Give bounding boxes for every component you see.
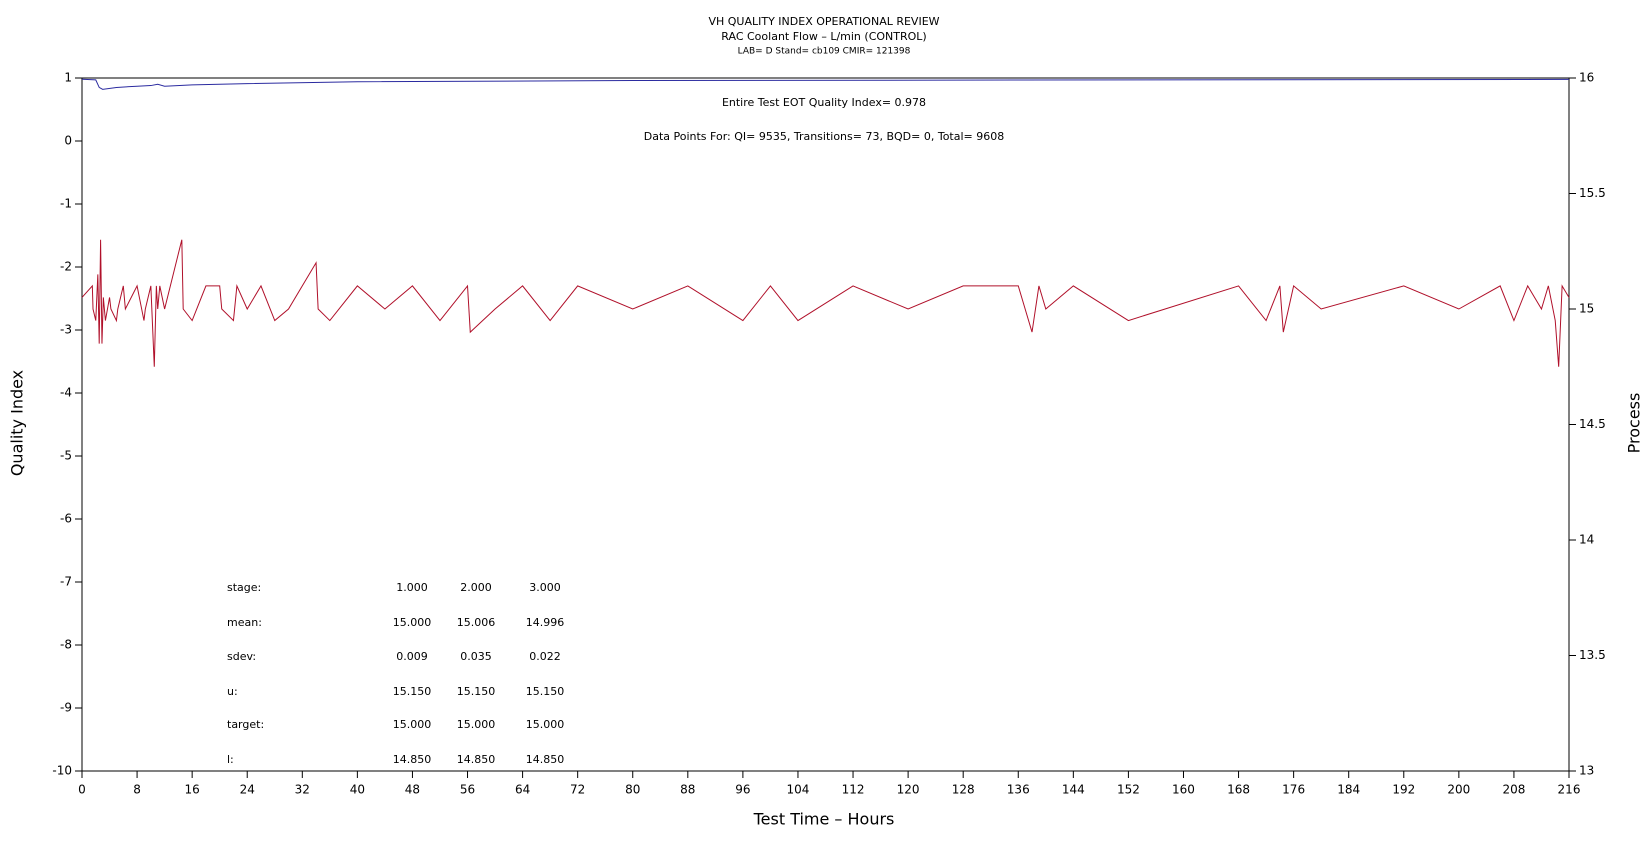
x-tick-label: 40 [350, 783, 365, 797]
x-tick-label: 104 [787, 783, 810, 797]
y-tick-label: -10 [52, 764, 72, 778]
y2-tick-label: 13.5 [1579, 648, 1606, 662]
stats-value: 15.150 [526, 685, 565, 698]
annotation: Entire Test EOT Quality Index= 0.978 [722, 96, 926, 109]
y2-tick-label: 16 [1579, 71, 1594, 85]
x-tick-label: 208 [1502, 783, 1525, 797]
x-tick-label: 144 [1062, 783, 1085, 797]
x-tick-label: 72 [570, 783, 585, 797]
x-tick-label: 24 [240, 783, 255, 797]
y-tick-label: -9 [60, 701, 72, 715]
stats-value: 15.150 [393, 685, 432, 698]
y-tick-label: -1 [60, 197, 72, 211]
x-tick-label: 200 [1447, 783, 1470, 797]
stats-value: 14.850 [393, 753, 432, 766]
y2-tick-label: 14 [1579, 533, 1594, 547]
stats-label: target: [227, 718, 264, 731]
x-tick-label: 88 [680, 783, 695, 797]
series-line [81, 78, 1570, 90]
stats-value: 15.000 [457, 718, 496, 731]
y2-tick-label: 15 [1579, 302, 1594, 316]
x-axis-title: Test Time – Hours [753, 810, 895, 829]
stats-value: 15.000 [393, 616, 432, 629]
stats-label: l: [227, 753, 234, 766]
x-tick-label: 16 [185, 783, 200, 797]
plot-frame [81, 77, 1570, 772]
x-tick-label: 160 [1172, 783, 1195, 797]
x-tick-label: 96 [735, 783, 750, 797]
x-tick-label: 0 [78, 783, 86, 797]
series-line [81, 239, 1570, 367]
x-tick-label: 8 [133, 783, 141, 797]
x-tick-label: 80 [625, 783, 640, 797]
y2-tick-label: 14.5 [1579, 417, 1606, 431]
stats-value: 0.022 [529, 650, 561, 663]
stats-value: 15.150 [457, 685, 496, 698]
y-tick-label: -5 [60, 449, 72, 463]
stats-value: 0.035 [460, 650, 492, 663]
y-tick-label: 1 [64, 71, 72, 85]
chart-subtitle: RAC Coolant Flow – L/min (CONTROL) [721, 30, 926, 43]
stats-label: sdev: [227, 650, 256, 663]
stats-value: 1.000 [396, 581, 428, 594]
y2-tick-label: 15.5 [1579, 186, 1606, 200]
stats-label: mean: [227, 616, 262, 629]
stats-value: 14.850 [526, 753, 565, 766]
stats-value: 15.006 [457, 616, 496, 629]
y2-tick-label: 13 [1579, 764, 1594, 778]
x-tick-label: 176 [1282, 783, 1305, 797]
y-tick-label: 0 [64, 134, 72, 148]
x-tick-label: 120 [897, 783, 920, 797]
stats-label: stage: [227, 581, 261, 594]
stats-value: 15.000 [526, 718, 565, 731]
stats-value: 15.000 [393, 718, 432, 731]
stats-value: 14.850 [457, 753, 496, 766]
stats-value: 2.000 [460, 581, 492, 594]
stats-value: 14.996 [526, 616, 565, 629]
x-tick-label: 168 [1227, 783, 1250, 797]
chart-subtitle: LAB= D Stand= cb109 CMIR= 121398 [738, 47, 911, 57]
stats-value: 3.000 [529, 581, 561, 594]
y-tick-label: -3 [60, 323, 72, 337]
x-tick-label: 48 [405, 783, 420, 797]
y-axis-title: Quality Index [8, 370, 27, 476]
x-tick-label: 216 [1558, 783, 1581, 797]
x-tick-label: 136 [1007, 783, 1030, 797]
x-tick-label: 128 [952, 783, 975, 797]
stats-label: u: [227, 685, 238, 698]
x-tick-label: 112 [842, 783, 865, 797]
y-tick-label: -8 [60, 638, 72, 652]
x-tick-label: 152 [1117, 783, 1140, 797]
chart-title: VH QUALITY INDEX OPERATIONAL REVIEW [708, 15, 939, 28]
y-tick-label: -4 [60, 386, 72, 400]
x-tick-label: 32 [295, 783, 310, 797]
x-tick-label: 184 [1337, 783, 1360, 797]
x-tick-label: 56 [460, 783, 475, 797]
x-tick-label: 192 [1392, 783, 1415, 797]
x-tick-label: 64 [515, 783, 530, 797]
y-tick-label: -7 [60, 575, 72, 589]
y-tick-label: -2 [60, 260, 72, 274]
y2-axis-title: Process [1625, 393, 1644, 454]
y-tick-label: -6 [60, 512, 72, 526]
stats-value: 0.009 [396, 650, 428, 663]
annotation: Data Points For: QI= 9535, Transitions= … [644, 130, 1005, 143]
